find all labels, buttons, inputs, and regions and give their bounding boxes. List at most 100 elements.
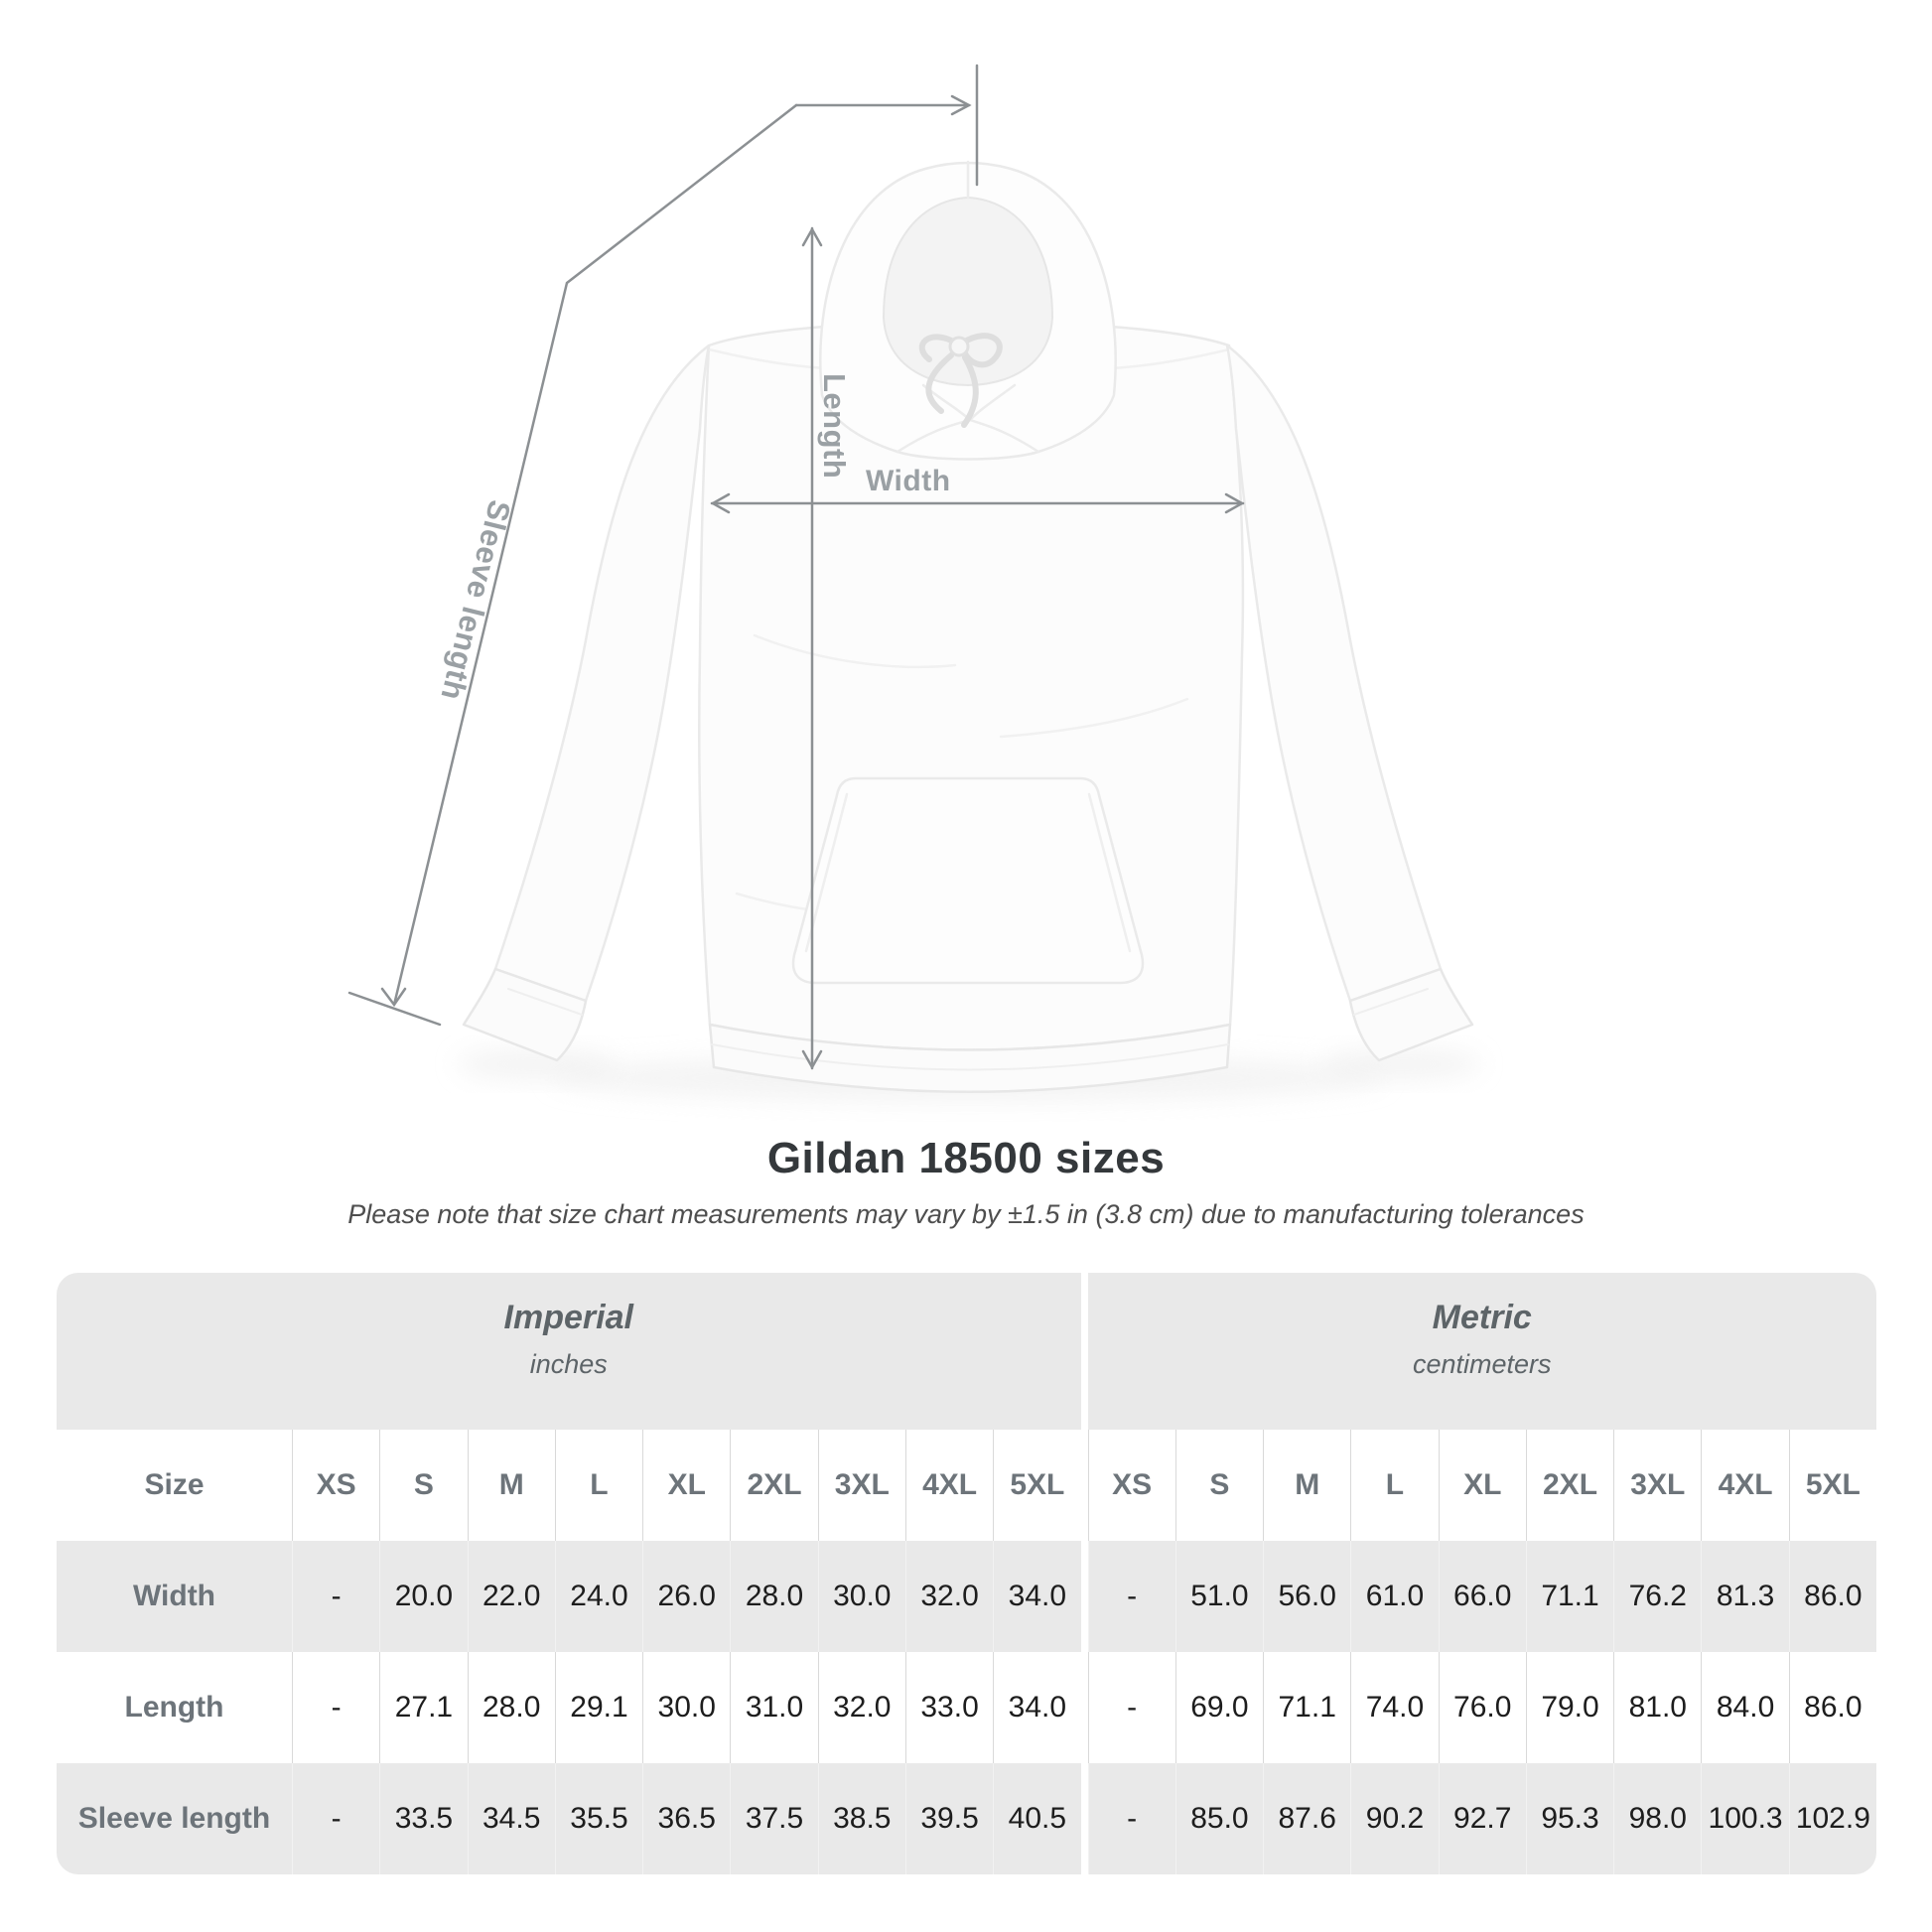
table-cell: 34.0 bbox=[993, 1652, 1081, 1763]
table-cell: 31.0 bbox=[730, 1652, 818, 1763]
band-divider bbox=[1080, 1273, 1088, 1430]
table-cell: 92.7 bbox=[1438, 1763, 1526, 1874]
table-cell: 33.0 bbox=[904, 1652, 994, 1763]
imperial-title: Imperial bbox=[503, 1299, 633, 1336]
size-header: L bbox=[554, 1430, 643, 1541]
size-header: S bbox=[1174, 1430, 1264, 1541]
table-cell: 85.0 bbox=[1174, 1763, 1264, 1874]
table-cell: 27.1 bbox=[379, 1652, 468, 1763]
table-cell: 32.0 bbox=[817, 1652, 905, 1763]
size-header: XS bbox=[1087, 1430, 1175, 1541]
table-cell: - bbox=[292, 1763, 380, 1874]
row-label: Sleeve length bbox=[57, 1763, 292, 1874]
table-cell: 51.0 bbox=[1174, 1541, 1264, 1652]
table-cell: 90.2 bbox=[1350, 1763, 1439, 1874]
table-cell: 74.0 bbox=[1350, 1652, 1439, 1763]
size-header: 2XL bbox=[730, 1430, 818, 1541]
sleeve-length-label: Sleeve length bbox=[434, 496, 517, 704]
table-cell: 71.1 bbox=[1263, 1652, 1351, 1763]
table-cell: 95.3 bbox=[1525, 1763, 1614, 1874]
metric-unit: centimeters bbox=[1412, 1349, 1552, 1379]
width-label: Width bbox=[866, 465, 951, 497]
hoodie-measurement-diagram: Width Length Sleeve length bbox=[347, 64, 1481, 1102]
table-cell: 36.5 bbox=[642, 1763, 731, 1874]
table-cell: 79.0 bbox=[1525, 1652, 1614, 1763]
table-cell: 29.1 bbox=[554, 1652, 643, 1763]
column-divider bbox=[1080, 1430, 1088, 1541]
size-header: L bbox=[1350, 1430, 1439, 1541]
table-cell: 32.0 bbox=[904, 1541, 994, 1652]
table-cell: 34.5 bbox=[467, 1763, 555, 1874]
table-cell: 61.0 bbox=[1350, 1541, 1439, 1652]
size-chart-table: Imperial inches Metric centimeters Size … bbox=[57, 1273, 1876, 1874]
imperial-unit-header: Imperial inches bbox=[57, 1273, 1081, 1430]
table-cell: 39.5 bbox=[904, 1763, 994, 1874]
size-header: 2XL bbox=[1525, 1430, 1614, 1541]
page-title: Gildan 18500 sizes bbox=[766, 1134, 1166, 1182]
table-cell: - bbox=[1087, 1652, 1175, 1763]
table-cell: 98.0 bbox=[1613, 1763, 1702, 1874]
size-header: XS bbox=[292, 1430, 380, 1541]
hoodie-right-sleeve bbox=[1225, 344, 1443, 1003]
hoodie-left-sleeve bbox=[493, 344, 711, 1003]
table-cell: 84.0 bbox=[1701, 1652, 1789, 1763]
table-cell: 76.2 bbox=[1613, 1541, 1702, 1652]
size-header: XL bbox=[642, 1430, 731, 1541]
metric-title: Metric bbox=[1432, 1299, 1532, 1336]
table-cell: 100.3 bbox=[1701, 1763, 1789, 1874]
unit-header-row: Imperial inches Metric centimeters bbox=[57, 1273, 1876, 1430]
tolerance-note: Please note that size chart measurements… bbox=[347, 1199, 1585, 1229]
size-header: M bbox=[1263, 1430, 1351, 1541]
size-header: 4XL bbox=[1701, 1430, 1789, 1541]
table-cell: 33.5 bbox=[379, 1763, 468, 1874]
table-cell: - bbox=[292, 1652, 380, 1763]
table-cell: - bbox=[1087, 1763, 1175, 1874]
table-cell: 86.0 bbox=[1788, 1541, 1876, 1652]
table-cell: 56.0 bbox=[1263, 1541, 1351, 1652]
measurement-annotations bbox=[347, 64, 1245, 1070]
table-cell: 69.0 bbox=[1174, 1652, 1264, 1763]
size-header: 4XL bbox=[904, 1430, 994, 1541]
table-cell: 26.0 bbox=[642, 1541, 731, 1652]
hoodie-hem bbox=[708, 1023, 1232, 1093]
table-cell: 22.0 bbox=[467, 1541, 555, 1652]
table-cell: 30.0 bbox=[642, 1652, 731, 1763]
size-header: 3XL bbox=[817, 1430, 905, 1541]
size-header: M bbox=[467, 1430, 555, 1541]
kangaroo-pocket bbox=[791, 776, 1145, 985]
table-cell: 34.0 bbox=[993, 1541, 1081, 1652]
size-header: 5XL bbox=[1788, 1430, 1876, 1541]
size-header: S bbox=[379, 1430, 468, 1541]
length-arrow bbox=[801, 226, 823, 1070]
length-label: Length bbox=[817, 373, 852, 479]
size-column-header: Size bbox=[57, 1430, 292, 1541]
table-cell: 30.0 bbox=[817, 1541, 905, 1652]
table-cell: 28.0 bbox=[730, 1541, 818, 1652]
size-header-row: Size XS S M L XL 2XL 3XL 4XL 5XL XS S M … bbox=[57, 1430, 1876, 1541]
row-label: Width bbox=[57, 1541, 292, 1652]
table-cell: 38.5 bbox=[817, 1763, 905, 1874]
column-divider bbox=[1080, 1541, 1088, 1652]
rib-lines bbox=[507, 988, 1429, 1071]
row-label: Length bbox=[57, 1652, 292, 1763]
table-cell: 76.0 bbox=[1438, 1652, 1526, 1763]
hoodie-illustration bbox=[462, 160, 1474, 1093]
table-cell: - bbox=[1087, 1541, 1175, 1652]
table-cell: 102.9 bbox=[1788, 1763, 1876, 1874]
table-cell: 86.0 bbox=[1788, 1652, 1876, 1763]
hoodie-right-cuff bbox=[1348, 967, 1474, 1062]
drawstring-bow bbox=[918, 333, 1003, 428]
hoodie-left-cuff bbox=[462, 967, 588, 1062]
table-cell: 37.5 bbox=[730, 1763, 818, 1874]
table-cell: 28.0 bbox=[467, 1652, 555, 1763]
table-cell: 66.0 bbox=[1438, 1541, 1526, 1652]
table-cell: 40.5 bbox=[993, 1763, 1081, 1874]
imperial-unit: inches bbox=[529, 1349, 608, 1379]
table-cell: 81.0 bbox=[1613, 1652, 1702, 1763]
sleeve-length-row: Sleeve length - 33.5 34.5 35.5 36.5 37.5… bbox=[57, 1763, 1876, 1874]
width-row: Width - 20.0 22.0 24.0 26.0 28.0 30.0 32… bbox=[57, 1541, 1876, 1652]
table-cell: 35.5 bbox=[554, 1763, 643, 1874]
length-row: Length - 27.1 28.0 29.1 30.0 31.0 32.0 3… bbox=[57, 1652, 1876, 1763]
size-header: 5XL bbox=[993, 1430, 1081, 1541]
